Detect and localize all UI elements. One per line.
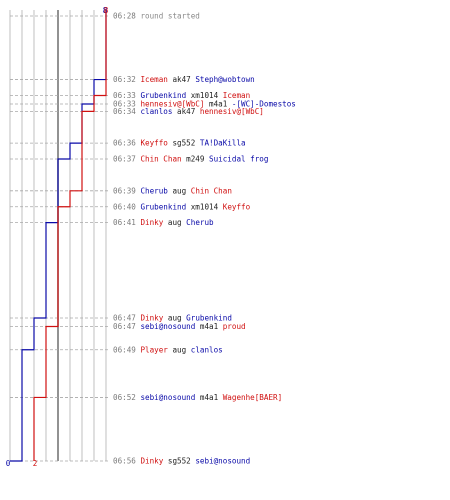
- event-row: 06:33 Grubenkind xm1014 Iceman: [113, 91, 250, 100]
- event-weapon: ak47: [177, 107, 200, 116]
- event-row: 06:49 Player aug clanlos: [113, 345, 223, 354]
- event-victim: -[WC]-Domestos: [232, 100, 296, 109]
- event-weapon: ak47: [172, 75, 195, 84]
- event-killer: Keyffo: [140, 139, 172, 148]
- event-victim: proud: [223, 322, 246, 331]
- event-victim: TA!DaKilla: [200, 139, 246, 148]
- event-row: 06:33 hennesiv@[WbC] m4a1 -[WC]-Domestos: [113, 100, 296, 109]
- event-row: 06:56 Dinky sg552 sebi@nosound: [113, 457, 250, 466]
- event-row: 06:28 round started: [113, 12, 200, 21]
- event-labels: 06:28 round started 06:32 Iceman ak47 Ste…: [113, 12, 296, 466]
- event-killer: hennesiv@[WbC]: [140, 100, 209, 109]
- event-weapon: aug: [172, 186, 190, 195]
- event-killer: Player: [140, 345, 172, 354]
- event-row: 06:47 Dinky aug Grubenkind: [113, 314, 232, 323]
- event-killer: sebi@nosound: [140, 322, 199, 331]
- event-weapon: m249: [186, 155, 209, 164]
- event-victim: clanlos: [191, 345, 223, 354]
- event-weapon: aug: [168, 218, 186, 227]
- event-time: 06:33: [113, 100, 140, 109]
- event-victim: hennesiv@[WbC]: [200, 107, 264, 116]
- event-row: 06:34 clanlos ak47 hennesiv@[WbC]: [113, 107, 264, 116]
- event-time: 06:36: [113, 139, 140, 148]
- event-time: 06:47: [113, 314, 140, 323]
- event-time: 06:52: [113, 393, 140, 402]
- event-row: 06:47 sebi@nosound m4a1 proud: [113, 322, 246, 331]
- endpoint-labels: 8 8 0 2: [6, 6, 109, 468]
- event-row: 06:41 Dinky aug Cherub: [113, 218, 214, 227]
- blue-start-label: 8: [103, 6, 108, 15]
- event-killer: Dinky: [140, 314, 167, 323]
- event-killer: Grubenkind: [140, 202, 190, 211]
- event-killer: Dinky: [140, 218, 167, 227]
- red-team-line: [33, 10, 107, 461]
- plot-grid: [9, 10, 109, 462]
- event-weapon: m4a1: [209, 100, 232, 109]
- event-victim: sebi@nosound: [195, 457, 250, 466]
- event-victim: Suicidal frog: [209, 155, 268, 164]
- event-time: 06:41: [113, 218, 140, 227]
- blue-end-label: 0: [6, 459, 11, 468]
- event-row: 06:37 Chin Chan m249 Suicidal frog: [113, 155, 268, 164]
- event-weapon: sg552: [172, 139, 199, 148]
- event-weapon: aug: [172, 345, 190, 354]
- event-weapon: xm1014: [191, 91, 223, 100]
- event-time: 06:40: [113, 202, 140, 211]
- event-time: 06:32: [113, 75, 140, 84]
- event-row: 06:52 sebi@nosound m4a1 Wagenhe[BAER]: [113, 393, 282, 402]
- series-lines: [10, 10, 107, 462]
- event-killer: Cherub: [140, 186, 172, 195]
- event-killer: Grubenkind: [140, 91, 190, 100]
- event-time: 06:47: [113, 322, 140, 331]
- event-row: 06:40 Grubenkind xm1014 Keyffo: [113, 202, 251, 211]
- event-killer: Chin Chan: [140, 155, 186, 164]
- event-weapon: xm1014: [191, 202, 223, 211]
- event-killer: Iceman: [140, 75, 172, 84]
- event-killer: sebi@nosound: [140, 393, 199, 402]
- event-killer: clanlos: [140, 107, 177, 116]
- event-victim: Keyffo: [223, 202, 251, 211]
- event-time: 06:49: [113, 345, 140, 354]
- event-weapon: m4a1: [200, 322, 223, 331]
- event-time: 06:34: [113, 107, 140, 116]
- red-start-label: 8: [104, 6, 109, 15]
- red-end-label: 2: [33, 459, 38, 468]
- event-row: 06:36 Keyffo sg552 TA!DaKilla: [113, 139, 246, 148]
- event-killer: Dinky: [140, 457, 167, 466]
- event-time: 06:56: [113, 457, 140, 466]
- event-row: 06:32 Iceman ak47 Steph@wobtown: [113, 75, 255, 84]
- event-row: 06:39 Cherub aug Chin Chan: [113, 186, 232, 195]
- event-victim: Iceman: [223, 91, 250, 100]
- event-victim: Grubenkind: [186, 314, 232, 323]
- event-weapon: round started: [140, 12, 199, 21]
- event-time: 06:37: [113, 155, 140, 164]
- event-weapon: aug: [168, 314, 186, 323]
- event-time: 06:28: [113, 12, 140, 21]
- event-victim: Cherub: [186, 218, 214, 227]
- event-weapon: m4a1: [200, 393, 223, 402]
- event-victim: Wagenhe[BAER]: [223, 393, 282, 402]
- event-victim: Steph@wobtown: [195, 75, 254, 84]
- event-time: 06:39: [113, 186, 140, 195]
- event-victim: Chin Chan: [191, 186, 232, 195]
- event-weapon: sg552: [168, 457, 195, 466]
- event-time: 06:33: [113, 91, 140, 100]
